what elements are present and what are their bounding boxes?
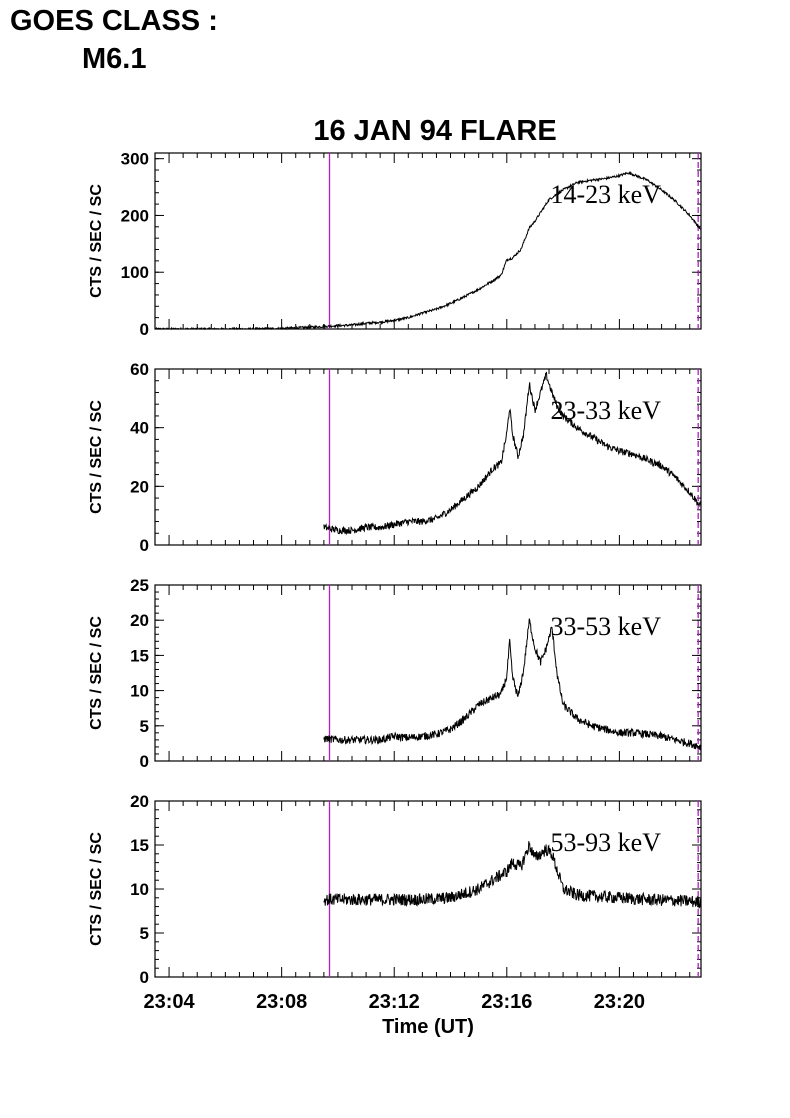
y-tick-label: 0 [140, 752, 149, 771]
y-axis-label: CTS / SEC / SC [88, 400, 105, 514]
panel-2: 0 20 40 60 CTS / SEC / SC 23-33 keV [88, 360, 702, 555]
y-tick-label: 40 [130, 419, 149, 438]
light-curve-trace [323, 841, 702, 910]
light-curve-trace [323, 618, 702, 751]
y-tick-label: 5 [140, 924, 149, 943]
goes-class-label: GOES CLASS : M6.1 [10, 2, 218, 78]
x-tick-label: 23:04 [143, 991, 195, 1013]
panel-frame [154, 584, 702, 762]
y-axis-label: CTS / SEC / SC [88, 832, 105, 946]
y-tick-label: 300 [121, 150, 149, 169]
x-tick-label: 23:20 [594, 991, 645, 1013]
light-curve-trace [323, 371, 702, 536]
y-tick-label: 5 [140, 717, 149, 736]
y-tick-label: 60 [130, 360, 149, 379]
x-axis: 23:04 23:08 23:12 23:16 23:20 [143, 991, 644, 1013]
y-tick-label: 15 [130, 646, 149, 665]
x-tick-label: 23:12 [369, 991, 420, 1013]
energy-band-label: 23-33 keV [551, 396, 662, 425]
x-tick-label: 23:16 [481, 991, 532, 1013]
energy-band-label: 33-53 keV [551, 612, 662, 641]
panel-3: 0 5 10 15 20 25 CTS / SEC / SC 33-53 keV [88, 576, 702, 771]
x-tick-label: 23:08 [256, 991, 307, 1013]
y-tick-label: 0 [140, 320, 149, 339]
panel-4: 0 5 10 15 20 CTS / SEC / SC 53-93 keV [88, 792, 702, 987]
y-tick-label: 25 [130, 576, 149, 595]
y-tick-label: 0 [140, 968, 149, 987]
light-curve-trace [154, 171, 702, 331]
energy-band-label: 53-93 keV [551, 828, 662, 857]
y-tick-label: 10 [130, 682, 149, 701]
y-axis-label: CTS / SEC / SC [88, 184, 105, 298]
y-tick-label: 20 [130, 611, 149, 630]
panel-1: 0 100 200 300 CTS / SEC / SC 14-23 keV [88, 150, 702, 339]
y-tick-label: 0 [140, 536, 149, 555]
y-tick-label: 10 [130, 880, 149, 899]
goes-class-title: GOES CLASS : [10, 5, 218, 37]
y-tick-label: 200 [121, 206, 149, 225]
y-tick-label: 20 [130, 477, 149, 496]
y-tick-label: 100 [121, 263, 149, 282]
chart-title: 16 JAN 94 FLARE [313, 115, 556, 147]
panel-frame [154, 152, 702, 330]
y-tick-label: 15 [130, 836, 149, 855]
x-axis-label: Time (UT) [382, 1016, 474, 1038]
y-axis-label: CTS / SEC / SC [88, 616, 105, 730]
energy-band-label: 14-23 keV [551, 180, 662, 209]
panel-frame [154, 368, 702, 546]
y-tick-label: 20 [130, 792, 149, 811]
goes-class-value: M6.1 [82, 43, 147, 75]
